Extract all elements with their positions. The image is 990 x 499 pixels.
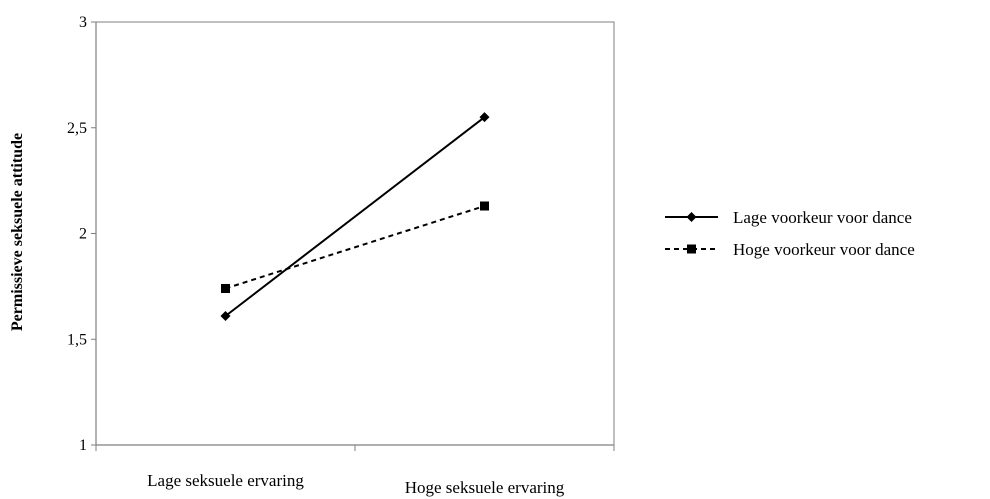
legend: Lage voorkeur voor dance Hoge voorkeur vo… xyxy=(665,208,915,259)
plot-area-border xyxy=(95,21,615,446)
square-marker xyxy=(221,283,230,293)
y-tick-label: 2 xyxy=(79,226,87,243)
series-layer xyxy=(220,112,490,321)
legend-label: Hoge voorkeur voor dance xyxy=(733,240,915,259)
y-tick-label: 2,5 xyxy=(67,120,87,137)
y-tick-label: 1,5 xyxy=(67,331,87,348)
square-marker xyxy=(480,201,489,211)
diamond-marker xyxy=(479,112,490,123)
legend-entry: Lage voorkeur voor dance xyxy=(665,208,912,227)
x-category-label: Lage seksuele ervaring xyxy=(147,471,304,490)
legend-diamond-marker xyxy=(686,212,697,222)
chart-axes xyxy=(95,21,615,446)
series-2 xyxy=(221,201,489,293)
x-category-label: Hoge seksuele ervaring xyxy=(405,478,565,497)
y-axis-ticks: 1 1,5 2 2,5 3 xyxy=(67,14,96,454)
x-axis-categories: Lage seksuele ervaring Hoge seksuele erva… xyxy=(95,445,615,497)
legend-label: Lage voorkeur voor dance xyxy=(733,208,912,227)
y-tick-label: 1 xyxy=(79,437,87,454)
series-line xyxy=(225,205,485,290)
diamond-marker xyxy=(220,310,231,321)
legend-square-marker xyxy=(687,244,696,254)
y-axis-label: Permissieve seksuele attitude xyxy=(9,133,26,331)
legend-entry: Hoge voorkeur voor dance xyxy=(665,240,915,259)
y-tick-label: 3 xyxy=(79,14,87,31)
series-1 xyxy=(220,112,490,321)
series-line xyxy=(224,116,486,317)
